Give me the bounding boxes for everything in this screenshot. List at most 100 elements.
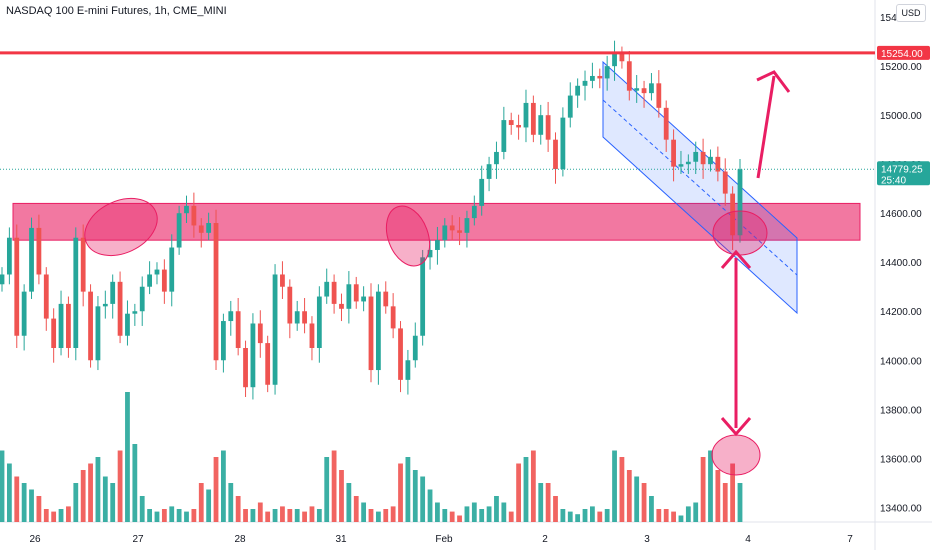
volume-bar	[567, 511, 573, 522]
currency-button[interactable]: USD	[896, 4, 926, 22]
volume-bar	[685, 506, 691, 522]
candle-body	[582, 80, 588, 86]
volume-bar	[494, 496, 499, 522]
volume-bar	[671, 511, 676, 522]
volume-bar	[737, 483, 743, 522]
volume-bar	[516, 463, 521, 522]
candle-body	[280, 274, 285, 287]
candle-body	[449, 225, 455, 231]
volume-bar	[479, 509, 485, 522]
x-tick-label: 26	[29, 534, 41, 545]
volume-bar	[73, 483, 79, 522]
volume-bar	[405, 457, 411, 522]
candle-body	[567, 95, 573, 118]
y-tick-label: 15000.00	[880, 111, 922, 122]
candle-body	[730, 193, 736, 236]
candle-body	[649, 83, 654, 94]
x-tick-label: Feb	[435, 534, 453, 545]
volume-bar	[457, 515, 462, 522]
candle-body	[51, 318, 57, 348]
y-tick-label: 13600.00	[880, 454, 922, 465]
volume-bar	[198, 483, 204, 522]
candle-body	[626, 61, 632, 91]
y-tick-label: 13800.00	[880, 405, 922, 416]
volume-bar	[435, 502, 440, 522]
candle-body	[228, 311, 234, 322]
volume-bar	[678, 515, 684, 522]
candle-body	[21, 291, 27, 336]
descending-channel	[602, 60, 798, 315]
volume-bar	[132, 444, 138, 522]
volume-bar	[302, 511, 307, 522]
candle-body	[346, 284, 352, 309]
candle-body	[641, 88, 647, 94]
volume-bar	[316, 509, 322, 522]
volume-bar	[125, 392, 130, 522]
volume-bar	[722, 483, 728, 522]
annotation-ellipse	[711, 434, 761, 476]
volume-bar	[420, 476, 426, 522]
candle-body	[221, 321, 226, 361]
volume-bar	[693, 502, 699, 522]
x-tick-label: 4	[745, 534, 751, 545]
candle-body	[184, 205, 189, 214]
volume-bar	[730, 463, 736, 522]
candle-body	[324, 281, 330, 297]
volume-bar	[36, 496, 42, 522]
candle-body	[191, 205, 197, 226]
y-tick-label: 14400.00	[880, 258, 922, 269]
candle-body	[390, 306, 396, 329]
volume-bar	[508, 511, 514, 522]
candle-body	[43, 274, 49, 319]
annotation-ellipse	[385, 205, 431, 267]
volume-bar	[383, 509, 389, 522]
candle-body	[383, 291, 389, 307]
candle-body	[125, 313, 130, 336]
volume-bar	[501, 502, 507, 522]
volume-bar	[656, 509, 662, 522]
volume-bar	[324, 457, 330, 522]
candle-body	[302, 311, 307, 324]
candle-body	[132, 311, 138, 314]
candle-body	[6, 237, 12, 275]
volume-bar	[530, 450, 536, 522]
candle-body	[88, 291, 93, 361]
volume-bar	[619, 457, 625, 522]
channel-midline	[602, 99, 798, 276]
candle-body	[73, 237, 79, 348]
candle-body	[287, 286, 293, 324]
volume-bar	[553, 496, 558, 522]
candle-body	[538, 115, 544, 135]
x-tick-label: 7	[847, 534, 853, 545]
volume-bar	[309, 506, 315, 522]
candle-body	[612, 53, 617, 67]
candle-body	[678, 164, 684, 167]
candle-body	[464, 218, 470, 233]
candle-body	[243, 348, 248, 388]
candle-body	[619, 53, 625, 62]
volume-bar	[715, 470, 721, 522]
volume-bar	[257, 502, 263, 522]
breakout-arrow-shaft	[756, 75, 776, 179]
annotation-ellipse	[84, 197, 158, 257]
candle-body	[530, 102, 536, 135]
volume-bar	[708, 450, 713, 522]
candle-body	[405, 360, 411, 380]
volume-bar	[169, 506, 175, 522]
volume-bar	[538, 483, 544, 522]
volume-bar	[66, 506, 71, 522]
candle-body	[545, 115, 551, 140]
candle-body	[523, 102, 529, 128]
candle-body	[435, 240, 440, 250]
volume-bar	[663, 509, 669, 522]
candle-body	[479, 178, 485, 206]
volume-bar	[161, 509, 167, 522]
candle-body	[176, 213, 182, 248]
volume-bar	[184, 511, 189, 522]
x-tick-label: 2	[542, 534, 548, 545]
candle-body	[597, 75, 603, 79]
candle-body	[634, 88, 640, 91]
candle-body	[95, 306, 101, 361]
